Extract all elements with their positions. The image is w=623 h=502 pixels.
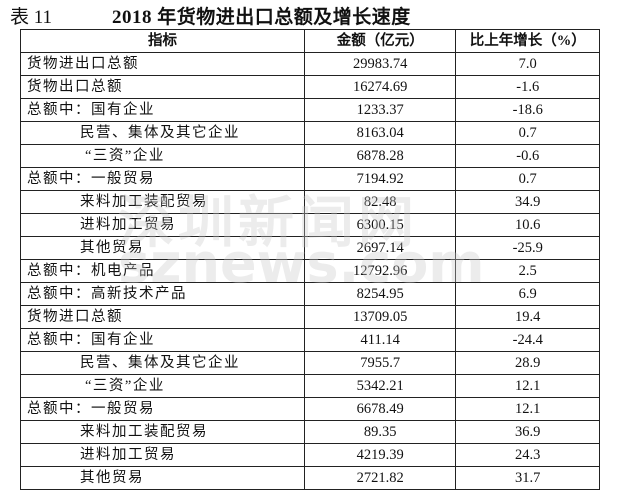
amount-cell: 5342.21 [303,374,457,398]
table-row: 总额中：国有企业 411.14 -24.4 [20,328,600,352]
amount-cell: 6878.28 [303,144,457,168]
table-row: 总额中：一般贸易 6678.49 12.1 [20,397,600,421]
indicator-cell: 来料加工装配贸易 [20,190,305,214]
growth-cell: 7.0 [455,52,600,76]
table-title: 2018 年货物进出口总额及增长速度 [112,7,411,28]
table-row: 货物出口总额 16274.69 -1.6 [20,75,600,99]
indicator-cell: 进料加工贸易 [20,213,305,237]
growth-cell: -18.6 [455,98,600,122]
table-row: “三资”企业 6878.28 -0.6 [20,144,600,168]
growth-cell: 34.9 [455,190,600,214]
indicator-cell: 总额中：高新技术产品 [20,282,305,306]
table-row: 来料加工装配贸易 89.35 36.9 [20,420,600,444]
growth-cell: -24.4 [455,328,600,352]
indicator-cell: “三资”企业 [20,374,305,398]
table-row: 货物进口总额 13709.05 19.4 [20,305,600,329]
indicator-cell: 总额中：国有企业 [20,98,305,122]
table-row: 总额中：一般贸易 7194.92 0.7 [20,167,600,191]
growth-cell: -25.9 [455,236,600,260]
table-row: 货物进出口总额 29983.74 7.0 [20,52,600,76]
amount-cell: 4219.39 [303,443,457,467]
amount-cell: 1233.37 [303,98,457,122]
table-row: 其他贸易 2697.14 -25.9 [20,236,600,260]
growth-cell: 31.7 [455,466,600,490]
indicator-cell: 货物进出口总额 [20,52,305,76]
amount-cell: 7194.92 [303,167,457,191]
amount-cell: 8163.04 [303,121,457,145]
growth-cell: 0.7 [455,167,600,191]
indicator-cell: 其他贸易 [20,236,305,260]
header-indicator: 指标 [20,29,305,53]
table-row: 来料加工装配贸易 82.48 34.9 [20,190,600,214]
growth-cell: -1.6 [455,75,600,99]
amount-cell: 411.14 [303,328,457,352]
indicator-cell: 民营、集体及其它企业 [20,121,305,145]
indicator-cell: 总额中：机电产品 [20,259,305,283]
table-row: 民营、集体及其它企业 8163.04 0.7 [20,121,600,145]
amount-cell: 13709.05 [303,305,457,329]
amount-cell: 16274.69 [303,75,457,99]
growth-cell: 24.3 [455,443,600,467]
amount-cell: 7955.7 [303,351,457,375]
indicator-cell: “三资”企业 [20,144,305,168]
indicator-cell: 货物出口总额 [20,75,305,99]
amount-cell: 82.48 [303,190,457,214]
indicator-cell: 来料加工装配贸易 [20,420,305,444]
amount-cell: 89.35 [303,420,457,444]
growth-cell: 2.5 [455,259,600,283]
amount-cell: 12792.96 [303,259,457,283]
indicator-cell: 民营、集体及其它企业 [20,351,305,375]
table-row: 其他贸易 2721.82 31.7 [20,466,600,490]
growth-cell: 19.4 [455,305,600,329]
amount-cell: 2721.82 [303,466,457,490]
indicator-cell: 货物进口总额 [20,305,305,329]
growth-cell: 0.7 [455,121,600,145]
indicator-cell: 进料加工贸易 [20,443,305,467]
header-growth: 比上年增长（%） [455,29,600,53]
growth-cell: -0.6 [455,144,600,168]
indicator-cell: 总额中：一般贸易 [20,397,305,421]
indicator-cell: 总额中：国有企业 [20,328,305,352]
growth-cell: 12.1 [455,374,600,398]
table-row: “三资”企业 5342.21 12.1 [20,374,600,398]
amount-cell: 29983.74 [303,52,457,76]
table-row: 总额中：高新技术产品 8254.95 6.9 [20,282,600,306]
growth-cell: 28.9 [455,351,600,375]
growth-cell: 36.9 [455,420,600,444]
indicator-cell: 总额中：一般贸易 [20,167,305,191]
growth-cell: 6.9 [455,282,600,306]
table-row: 进料加工贸易 4219.39 24.3 [20,443,600,467]
header-row: 指标 金额（亿元） 比上年增长（%） [20,29,600,53]
growth-cell: 12.1 [455,397,600,421]
amount-cell: 6300.15 [303,213,457,237]
amount-cell: 8254.95 [303,282,457,306]
table-row: 民营、集体及其它企业 7955.7 28.9 [20,351,600,375]
header-amount: 金额（亿元） [303,29,457,53]
indicator-cell: 其他贸易 [20,466,305,490]
table-row: 总额中：机电产品 12792.96 2.5 [20,259,600,283]
amount-cell: 6678.49 [303,397,457,421]
amount-cell: 2697.14 [303,236,457,260]
growth-cell: 10.6 [455,213,600,237]
trade-table: 指标 金额（亿元） 比上年增长（%） 货物进出口总额 29983.74 7.0 货物出… [20,29,600,490]
table-row: 总额中：国有企业 1233.37 -18.6 [20,98,600,122]
table-row: 进料加工贸易 6300.15 10.6 [20,213,600,237]
table-number: 表 11 [10,7,53,28]
